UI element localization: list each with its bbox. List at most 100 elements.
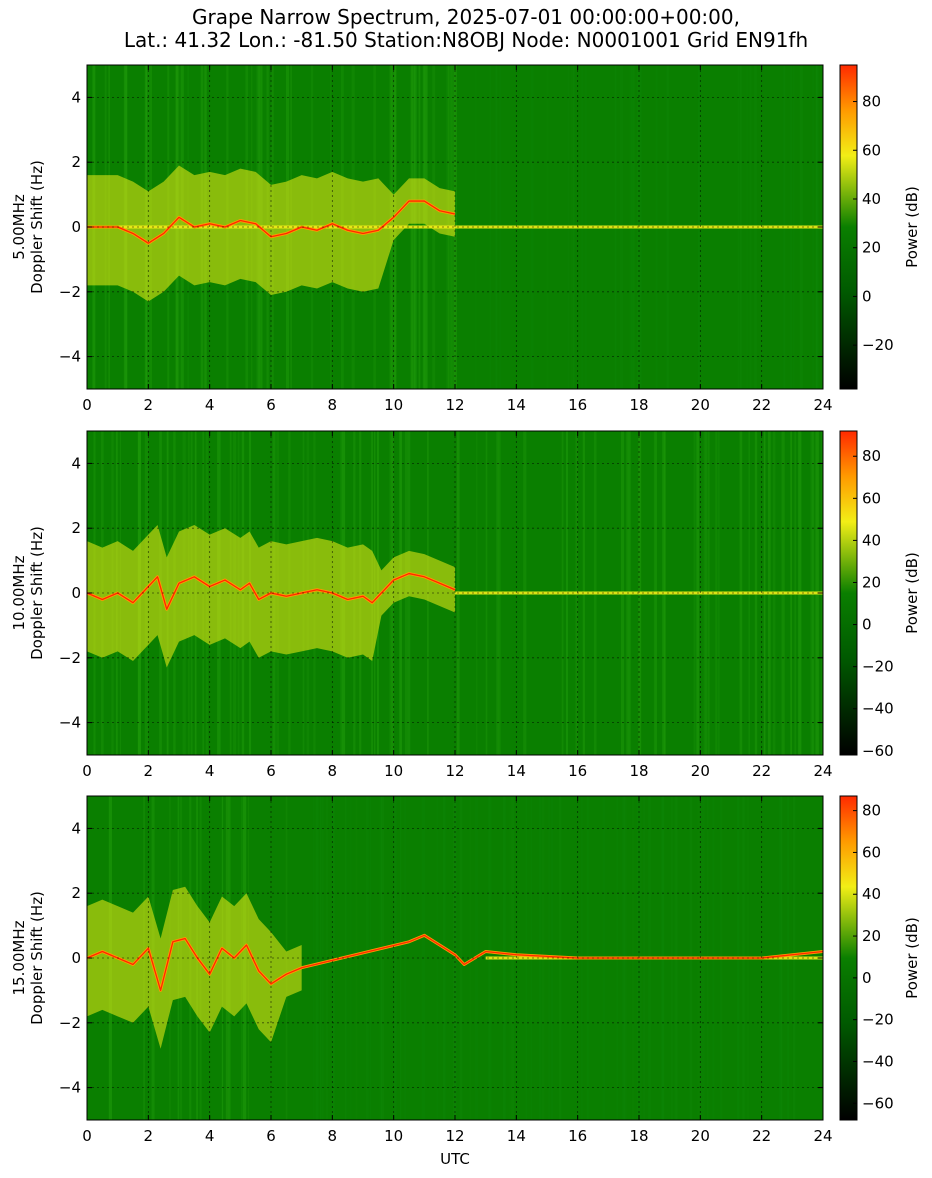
x-tick-label: 18 bbox=[629, 396, 648, 414]
colorbar-gradient bbox=[839, 430, 858, 756]
y-axis-label-line: 5.00MHz bbox=[10, 194, 28, 260]
x-tick-label: 8 bbox=[328, 762, 338, 780]
colorbar-tick-label: −20 bbox=[862, 658, 894, 676]
x-tick-label: 16 bbox=[568, 1127, 587, 1145]
x-tick-label: 14 bbox=[507, 762, 526, 780]
colorbar-tick-label: 80 bbox=[862, 802, 881, 820]
x-tick-label: 14 bbox=[507, 396, 526, 414]
colorbar-gradient bbox=[839, 795, 858, 1121]
colorbar-gradient bbox=[839, 64, 858, 390]
colorbar-tick-label: 20 bbox=[862, 239, 881, 257]
noise-streak bbox=[356, 796, 358, 1120]
y-tick-label: 4 bbox=[71, 88, 81, 106]
colorbar-tick-label: −20 bbox=[862, 1011, 894, 1029]
colorbar: −60 −40 −20 0 20 40 60 80 Power (dB) bbox=[839, 795, 921, 1121]
noise-streak bbox=[393, 796, 397, 1120]
x-tick-label: 12 bbox=[445, 396, 464, 414]
x-tick-label: 6 bbox=[266, 396, 276, 414]
y-tick-label: 2 bbox=[71, 884, 81, 902]
colorbar-tick-label: 40 bbox=[862, 531, 881, 549]
noise-streak bbox=[455, 796, 457, 1120]
x-tick-label: 12 bbox=[445, 762, 464, 780]
doppler-trace bbox=[87, 572, 456, 610]
x-tick-label: 2 bbox=[144, 762, 154, 780]
y-axis-label-line: 10.00MHz bbox=[10, 555, 28, 630]
activity-band bbox=[87, 165, 455, 302]
x-tick-label: 22 bbox=[752, 762, 771, 780]
x-tick-label: 18 bbox=[629, 1127, 648, 1145]
title-line-2: Lat.: 41.32 Lon.: -81.50 Station:N8OBJ N… bbox=[123, 28, 809, 52]
colorbar-tick-label: 80 bbox=[862, 447, 881, 465]
colorbar-tick-label: 20 bbox=[862, 573, 881, 591]
x-tick-label: 20 bbox=[691, 396, 710, 414]
x-tick-label: 10 bbox=[384, 762, 403, 780]
y-tick-label: −4 bbox=[59, 348, 81, 366]
colorbar-tick-label: 0 bbox=[862, 287, 872, 305]
noise-streak bbox=[399, 796, 402, 1120]
y-tick-label: −2 bbox=[59, 283, 81, 301]
colorbar-tick-label: −40 bbox=[862, 1052, 894, 1070]
noise-streak bbox=[369, 796, 371, 1120]
colorbar-tick-label: −60 bbox=[862, 742, 894, 760]
x-tick-label: 2 bbox=[144, 1127, 154, 1145]
x-tick-label: 0 bbox=[82, 396, 92, 414]
x-tick-label: 0 bbox=[82, 762, 92, 780]
panel-2: 0 2 4 6 8 10 12 14 16 18 20 22 24−4−202410.00MHzDopp… bbox=[10, 430, 921, 780]
x-tick-label: 4 bbox=[205, 762, 215, 780]
x-tick-label: 24 bbox=[813, 1127, 832, 1145]
x-tick-label: 8 bbox=[328, 396, 338, 414]
colorbar-tick-label: 40 bbox=[862, 190, 881, 208]
x-tick-label: 14 bbox=[507, 1127, 526, 1145]
y-tick-label: 0 bbox=[71, 584, 81, 602]
x-tick-label: 16 bbox=[568, 396, 587, 414]
colorbar: −20 0 20 40 60 80 Power (dB) bbox=[839, 64, 921, 390]
noise-streak bbox=[319, 796, 322, 1120]
noise-streak bbox=[404, 796, 406, 1120]
colorbar-label: Power (dB) bbox=[903, 552, 921, 634]
noise-streak bbox=[325, 796, 329, 1120]
x-tick-label: 22 bbox=[752, 1127, 771, 1145]
colorbar-tick-label: −60 bbox=[862, 1094, 894, 1112]
x-tick-label: 12 bbox=[445, 1127, 464, 1145]
y-tick-label: 0 bbox=[71, 949, 81, 967]
y-axis-label: 15.00MHzDoppler Shift (Hz) bbox=[10, 891, 46, 1025]
colorbar-tick-label: 80 bbox=[862, 93, 881, 111]
y-tick-label: 4 bbox=[71, 819, 81, 837]
colorbar-tick-label: −20 bbox=[862, 336, 894, 354]
colorbar-tick-label: −40 bbox=[862, 700, 894, 718]
grid-lines bbox=[87, 65, 823, 389]
panel-3: 0 2 4 6 8 10 12 14 16 18 20 22 24−4−202415.00MHzDopp… bbox=[10, 795, 921, 1168]
x-tick-label: 24 bbox=[813, 396, 832, 414]
y-tick-label: 4 bbox=[71, 454, 81, 472]
y-tick-label: −4 bbox=[59, 1079, 81, 1097]
x-tick-label: 10 bbox=[384, 1127, 403, 1145]
y-tick-label: −2 bbox=[59, 649, 81, 667]
x-tick-label: 6 bbox=[266, 1127, 276, 1145]
doppler-trace bbox=[87, 200, 456, 244]
grid-lines bbox=[87, 431, 823, 755]
title-line-1: Grape Narrow Spectrum, 2025-07-01 00:00:… bbox=[192, 5, 740, 29]
x-tick-label: 20 bbox=[691, 1127, 710, 1145]
colorbar-tick-label: 40 bbox=[862, 885, 881, 903]
x-tick-label: 24 bbox=[813, 762, 832, 780]
y-axis-label: 5.00MHzDoppler Shift (Hz) bbox=[10, 160, 46, 294]
y-axis-label-line: Doppler Shift (Hz) bbox=[28, 891, 46, 1025]
x-tick-label: 10 bbox=[384, 396, 403, 414]
colorbar-tick-label: 20 bbox=[862, 927, 881, 945]
colorbar-tick-label: 0 bbox=[862, 616, 872, 634]
colorbar-label: Power (dB) bbox=[903, 917, 921, 999]
x-tick-label: 6 bbox=[266, 762, 276, 780]
colorbar-tick-label: 60 bbox=[862, 843, 881, 861]
x-tick-label: 20 bbox=[691, 762, 710, 780]
figure-title: Grape Narrow Spectrum, 2025-07-01 00:00:… bbox=[0, 6, 932, 52]
noise-streak bbox=[350, 796, 352, 1120]
noise-streak bbox=[459, 796, 463, 1120]
y-axis-label-line: 15.00MHz bbox=[10, 920, 28, 995]
y-tick-label: 0 bbox=[71, 218, 81, 236]
x-tick-label: 0 bbox=[82, 1127, 92, 1145]
x-tick-label: 2 bbox=[144, 396, 154, 414]
colorbar-tick-label: 60 bbox=[862, 489, 881, 507]
grid-lines bbox=[87, 796, 823, 1120]
noise-streak bbox=[469, 796, 472, 1120]
